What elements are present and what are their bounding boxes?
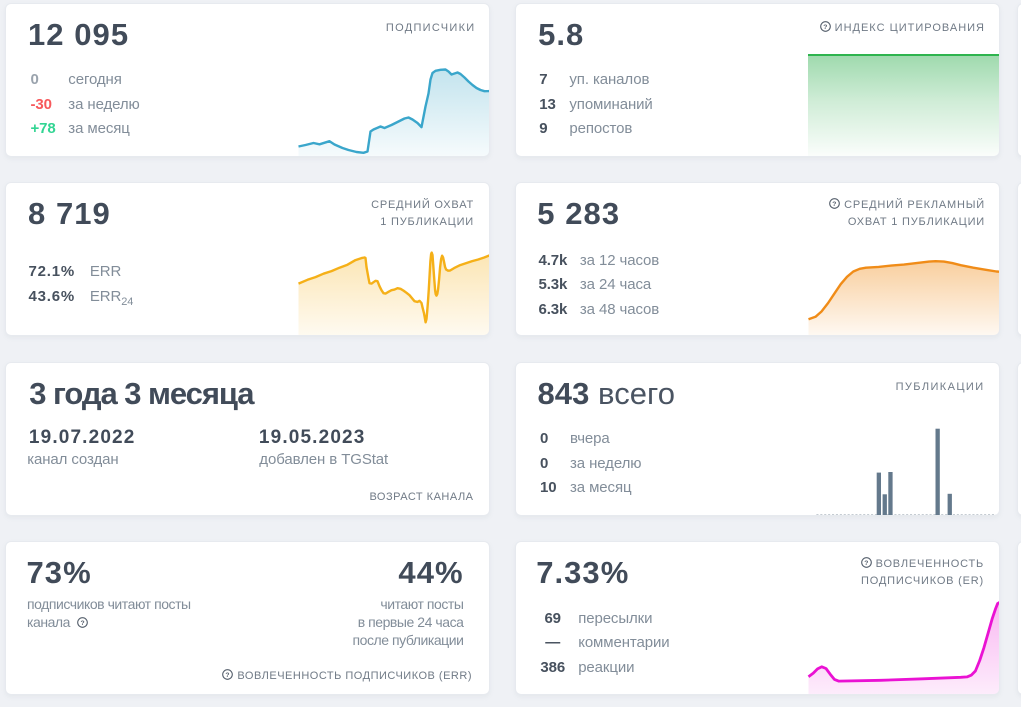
svg-text:?: ? bbox=[864, 560, 869, 567]
svg-text:?: ? bbox=[226, 672, 230, 679]
svg-text:?: ? bbox=[832, 201, 837, 208]
svg-text:?: ? bbox=[823, 23, 828, 30]
svg-text:?: ? bbox=[80, 620, 84, 627]
